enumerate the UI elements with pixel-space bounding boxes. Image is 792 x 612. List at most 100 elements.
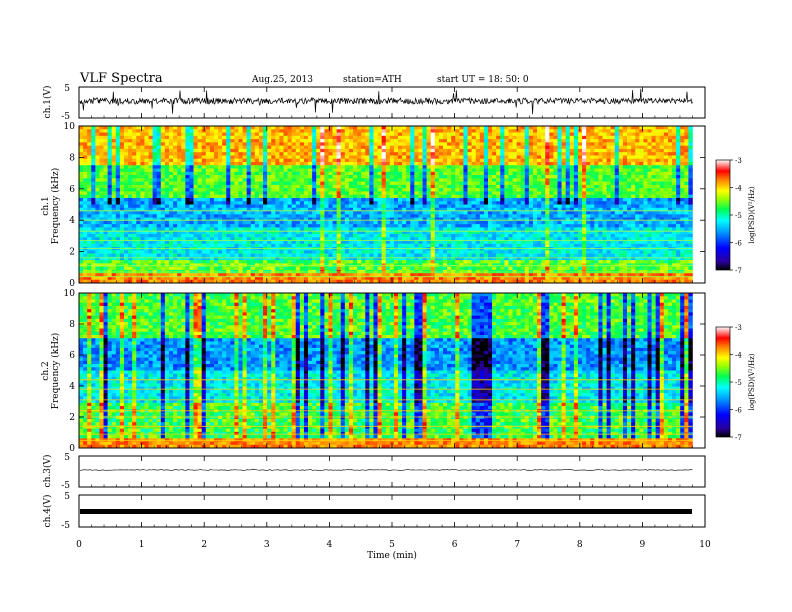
spectrogram-cell bbox=[430, 250, 436, 254]
spectrogram-cell bbox=[414, 224, 419, 228]
spectrogram-cell bbox=[443, 142, 448, 146]
spectrogram-cell bbox=[385, 155, 391, 160]
spectrogram-cell bbox=[218, 145, 223, 150]
spectrogram-cell bbox=[447, 184, 452, 189]
spectrogram-cell bbox=[140, 240, 145, 245]
spectrogram-cell bbox=[344, 197, 350, 202]
spectrogram-cell bbox=[189, 171, 194, 176]
spectrogram-cell bbox=[234, 145, 239, 150]
spectrogram-cell bbox=[226, 224, 231, 228]
spectrogram-cell bbox=[111, 240, 117, 245]
spectrogram-cell bbox=[156, 135, 162, 140]
spectrogram-cell bbox=[152, 266, 158, 271]
spectrogram-cell bbox=[353, 214, 358, 218]
spectrogram-cell bbox=[226, 243, 231, 248]
spectrogram-cell bbox=[316, 142, 321, 146]
spectrogram-cell bbox=[218, 155, 223, 160]
spectrogram-cell bbox=[283, 279, 288, 284]
spectrogram-cell bbox=[496, 211, 501, 215]
spectrogram-cell bbox=[434, 214, 440, 218]
spectrogram-cell bbox=[119, 178, 125, 182]
spectrogram-cell bbox=[471, 233, 477, 238]
spectrogram-cell bbox=[271, 217, 276, 222]
spectrogram-cell bbox=[254, 204, 260, 209]
spectrogram-cell bbox=[205, 194, 211, 199]
spectrogram-cell bbox=[222, 191, 227, 195]
spectrogram-cell bbox=[189, 126, 194, 130]
spectrogram-cell bbox=[389, 175, 395, 179]
spectrogram-cell bbox=[471, 135, 477, 140]
spectrogram-cell bbox=[148, 276, 153, 281]
spectrogram-cell bbox=[369, 191, 374, 195]
spectrogram-cell bbox=[340, 168, 346, 173]
spectrogram-cell bbox=[258, 188, 264, 192]
spectrogram-cell bbox=[132, 181, 137, 186]
spectrogram-cell bbox=[398, 230, 403, 235]
spectrogram-cell bbox=[402, 165, 407, 169]
spectrogram-cell bbox=[459, 243, 464, 248]
spectrogram-cell bbox=[324, 243, 329, 248]
spectrogram-cell bbox=[99, 194, 104, 199]
spectrogram-cell bbox=[193, 230, 198, 235]
spectrogram-cell bbox=[308, 227, 313, 231]
spectrogram-cell bbox=[287, 250, 292, 254]
spectrogram-cell bbox=[119, 243, 125, 248]
spectrogram-cell bbox=[119, 240, 125, 245]
spectrogram-cell bbox=[193, 266, 198, 271]
spectrogram-cell bbox=[402, 250, 407, 254]
spectrogram-cell bbox=[455, 279, 460, 284]
spectrogram-cell bbox=[361, 171, 366, 176]
spectrogram-cell bbox=[79, 152, 84, 156]
spectrogram-cell bbox=[205, 188, 211, 192]
spectrogram-cell bbox=[99, 237, 104, 241]
spectrogram-cell bbox=[205, 155, 211, 160]
spectrogram-cell bbox=[111, 211, 117, 215]
spectrogram-cell bbox=[271, 256, 276, 261]
spectrogram-cell bbox=[291, 142, 297, 146]
spectrogram-cell bbox=[312, 224, 317, 228]
spectrogram-cell bbox=[238, 142, 243, 146]
spectrogram-cell bbox=[483, 250, 489, 254]
spectrogram-cell bbox=[295, 204, 301, 209]
spectrogram-cell bbox=[193, 243, 198, 248]
spectrogram-cell bbox=[263, 217, 268, 222]
spectrogram-cell bbox=[193, 260, 198, 264]
spectrogram-cell bbox=[492, 148, 497, 153]
spectrogram-cell bbox=[263, 145, 268, 150]
spectrogram-cell bbox=[91, 201, 96, 205]
spectrogram-cell bbox=[115, 142, 121, 146]
spectrogram-cell bbox=[426, 184, 432, 189]
spectrogram-cell bbox=[164, 152, 170, 156]
spectrogram-cell bbox=[156, 276, 162, 281]
spectrogram-cell bbox=[123, 253, 129, 258]
spectrogram-cell bbox=[226, 201, 231, 205]
spectrogram-cell bbox=[234, 204, 239, 209]
spectrogram-cell bbox=[160, 145, 166, 150]
spectrogram-cell bbox=[418, 217, 423, 222]
spectrogram-cell bbox=[87, 224, 92, 228]
spectrogram-cell bbox=[340, 279, 346, 284]
spectrogram-cell bbox=[459, 145, 464, 150]
spectrogram-cell bbox=[483, 145, 489, 150]
spectrogram-cell bbox=[193, 171, 198, 176]
spectrogram-cell bbox=[87, 135, 92, 140]
spectrogram-cell bbox=[205, 148, 211, 153]
spectrogram-cell bbox=[291, 126, 297, 130]
spectrogram-cell bbox=[467, 168, 472, 173]
spectrogram-cell bbox=[177, 161, 182, 166]
spectrogram-cell bbox=[389, 145, 395, 150]
spectrogram-cell bbox=[402, 129, 407, 133]
spectrogram-cell bbox=[389, 184, 395, 189]
spectrogram-cell bbox=[189, 175, 194, 179]
spectrogram-cell bbox=[111, 191, 117, 195]
spectrogram-cell bbox=[299, 201, 305, 205]
spectrogram-cell bbox=[451, 175, 456, 179]
spectrogram-cell bbox=[463, 237, 468, 241]
spectrogram-cell bbox=[487, 263, 493, 267]
spectrogram-cell bbox=[385, 273, 391, 277]
spectrogram-cell bbox=[348, 263, 354, 267]
spectrogram-cell bbox=[164, 211, 170, 215]
spectrogram-cell bbox=[173, 207, 178, 212]
spectrogram-cell bbox=[426, 142, 432, 146]
spectrogram-cell bbox=[144, 155, 149, 160]
